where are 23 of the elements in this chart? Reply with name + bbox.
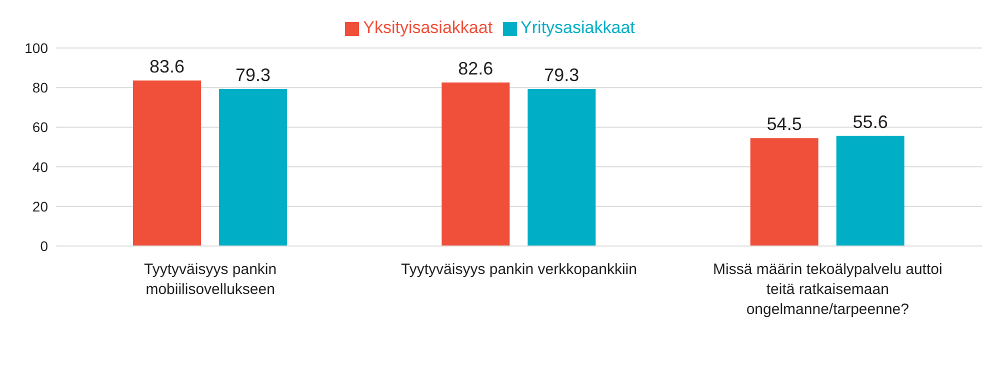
legend-label: Yksityisasiakkaat [363,18,493,37]
y-tick-label: 20 [32,198,48,214]
bar [750,138,818,246]
y-tick-label: 40 [32,158,48,175]
y-tick-label: 80 [32,80,48,96]
bar [133,80,201,246]
y-tick-label: 100 [24,40,48,56]
data-label: 55.6 [852,112,888,132]
bar [442,82,510,246]
data-label: 82.6 [458,58,494,78]
x-tick-label: Missä määrin tekoälypalvelu auttoi teitä ratkaisemaan ongelmanne/tarpeenne? [713,261,942,318]
x-tick-label: Tyytyväisyys pankin mobiilisovellukseen [144,261,277,298]
legend-label: Yritysasiakkaat [520,18,635,37]
data-label: 83.6 [149,56,185,76]
bar [219,88,287,246]
data-label: 79.3 [235,64,271,85]
y-tick-label: 60 [32,119,48,136]
data-label: 54.5 [766,114,802,134]
y-tick-label: 0 [40,238,48,254]
bar [528,88,596,246]
data-label: 79.3 [544,64,580,85]
x-tick-label: Tyytyväisyys pankin verkkopankkiin [401,261,637,278]
bar [836,136,904,246]
